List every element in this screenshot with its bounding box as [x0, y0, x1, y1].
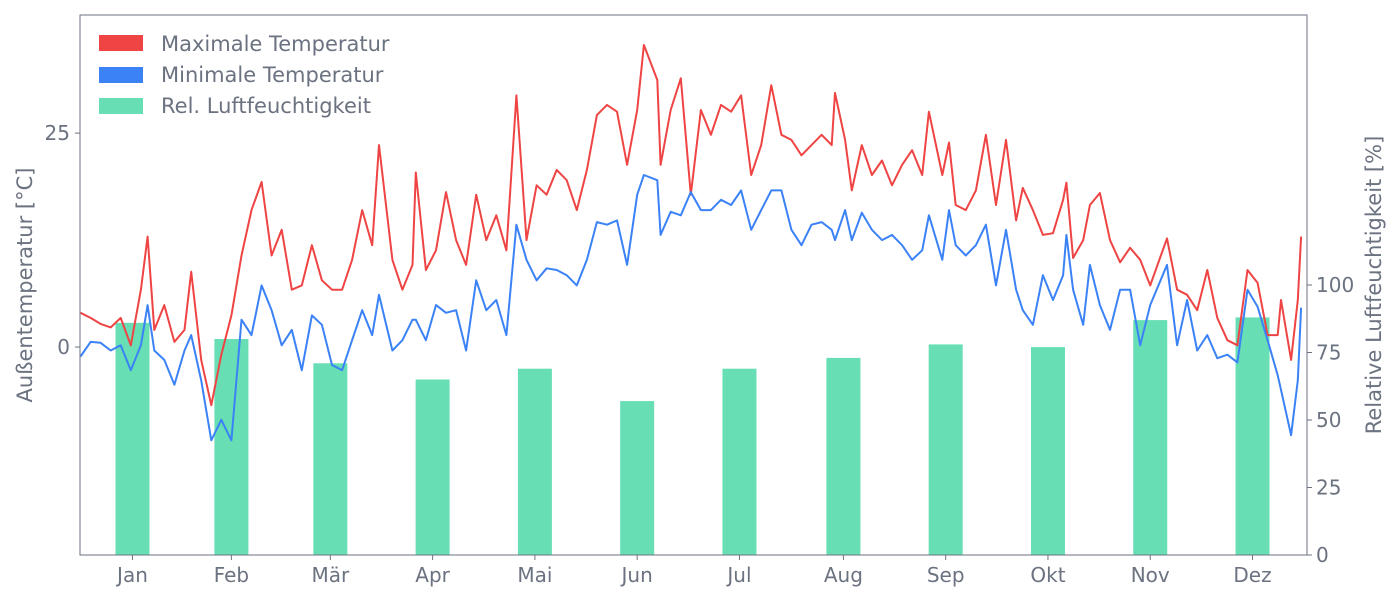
legend-label-min: Minimale Temperatur: [161, 63, 384, 87]
y-right-tick-label: 0: [1316, 543, 1329, 567]
humidity-bar-Mär: [313, 363, 348, 555]
humidity-bar-Feb: [214, 339, 249, 555]
y-right-tick-label: 25: [1316, 476, 1341, 500]
humidity-bar-Aug: [826, 357, 861, 555]
x-tick-label: Nov: [1131, 563, 1170, 587]
x-axis-ticks: Jan Feb Mär Apr Mai Jun Jul Aug Sep Okt Nov Dez: [115, 555, 1272, 587]
x-tick-label: Okt: [1030, 563, 1065, 587]
humidity-bar-Mai: [517, 368, 552, 555]
legend-label-max: Maximale Temperatur: [161, 32, 390, 56]
y-left-tick-label: 25: [45, 121, 70, 145]
humidity-bar-Apr: [415, 379, 450, 555]
legend-label-humidity: Rel. Luftfeuchtigkeit: [161, 94, 371, 118]
y-right-tick-label: 75: [1316, 341, 1341, 365]
x-tick-label: Feb: [214, 563, 249, 587]
x-tick-label: Sep: [927, 563, 965, 587]
legend-swatch-humidity: [99, 98, 143, 114]
humidity-bar-Dez: [1235, 317, 1270, 555]
x-tick-label: Mär: [311, 563, 350, 587]
right-axis-label: Relative Luftfeuchtigkeit [%]: [1362, 136, 1386, 435]
x-tick-label: Jul: [725, 563, 751, 587]
x-tick-label: Jun: [620, 563, 653, 587]
left-axis-ticks: 0 25: [45, 121, 80, 359]
humidity-bar-Jul: [722, 368, 757, 555]
legend-swatch-max: [99, 35, 143, 51]
x-tick-label: Dez: [1233, 563, 1271, 587]
x-tick-label: Jan: [115, 563, 148, 587]
humidity-bars: [115, 317, 1270, 555]
right-axis-ticks: 0 25 50 75 100: [1307, 273, 1354, 567]
x-tick-label: Mai: [517, 563, 552, 587]
humidity-bar-Sep: [928, 344, 963, 555]
y-right-tick-label: 100: [1316, 273, 1354, 297]
left-axis-label: Außentemperatur [°C]: [13, 168, 37, 403]
y-left-tick-label: 0: [57, 335, 70, 359]
humidity-bar-Jan: [115, 322, 150, 555]
x-tick-label: Aug: [824, 563, 863, 587]
legend-swatch-min: [99, 67, 143, 83]
temperature-lines: [79, 44, 1303, 442]
humidity-bar-Jun: [620, 401, 655, 555]
humidity-bar-Okt: [1030, 347, 1065, 555]
min-temperature-line: [79, 174, 1303, 442]
humidity-bar-Nov: [1133, 320, 1168, 555]
y-right-tick-label: 50: [1316, 408, 1341, 432]
legend: Maximale Temperatur Minimale Temperatur …: [99, 32, 390, 118]
max-temperature-line: [80, 44, 1303, 407]
x-tick-label: Apr: [415, 563, 450, 587]
